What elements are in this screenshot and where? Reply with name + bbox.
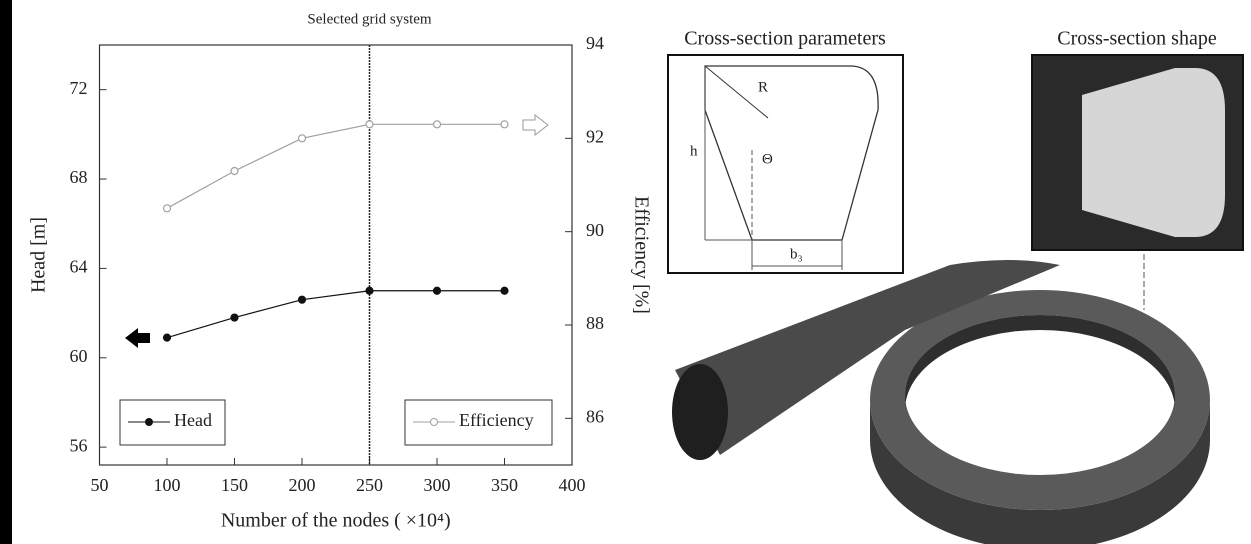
point	[299, 135, 306, 142]
point	[501, 121, 508, 128]
legend-label: Efficiency	[459, 410, 534, 430]
x-tick-label: 300	[424, 475, 451, 495]
point	[231, 168, 238, 175]
point	[164, 334, 171, 341]
y-axis-label: Head [m]	[28, 217, 50, 293]
x-tick-label: 100	[154, 475, 181, 495]
point	[434, 287, 441, 294]
y-tick-label: 56	[70, 435, 88, 455]
label-theta: Θ	[762, 151, 773, 167]
y-tick-label: 68	[70, 167, 88, 187]
legend-marker	[146, 419, 153, 426]
y2-tick-label: 88	[586, 313, 604, 333]
x-tick-label: 150	[221, 475, 248, 495]
edge-bar	[0, 0, 12, 544]
point	[231, 314, 238, 321]
y2-tick-label: 94	[586, 33, 604, 53]
label-b: b₃	[790, 246, 803, 262]
x-tick-label: 200	[289, 475, 316, 495]
selected-label: Selected grid system	[307, 11, 431, 27]
y2-axis-label: Efficiency [%]	[630, 196, 652, 314]
series-line	[167, 291, 505, 338]
label-h: h	[690, 143, 698, 159]
arrow-left	[125, 328, 150, 348]
legend-label: Head	[174, 410, 212, 430]
point	[501, 287, 508, 294]
shape-fill	[1082, 68, 1225, 237]
point	[299, 296, 306, 303]
y-tick-label: 64	[70, 257, 88, 277]
x-axis-label: Number of the nodes ( ×10⁴)	[221, 510, 451, 532]
y2-tick-label: 90	[586, 220, 604, 240]
series-line	[167, 124, 505, 208]
x-tick-label: 350	[491, 475, 518, 495]
label-r: R	[758, 79, 768, 95]
y2-tick-label: 92	[586, 126, 604, 146]
y-tick-label: 60	[70, 346, 88, 366]
x-tick-label: 50	[91, 475, 109, 495]
point	[366, 121, 373, 128]
parameters-title: Cross-section parameters	[684, 28, 886, 50]
y-tick-label: 72	[70, 78, 88, 98]
point	[366, 287, 373, 294]
point	[434, 121, 441, 128]
pipe-end	[672, 364, 728, 460]
arrow-right	[523, 115, 548, 135]
legend-marker	[431, 419, 438, 426]
shape-title: Cross-section shape	[1057, 28, 1217, 50]
figure: Cross-section parameters R h Θ b₃ Cross-…	[0, 0, 1251, 544]
point	[164, 205, 171, 212]
x-tick-label: 400	[559, 475, 586, 495]
y2-tick-label: 86	[586, 406, 604, 426]
x-tick-label: 250	[356, 475, 383, 495]
